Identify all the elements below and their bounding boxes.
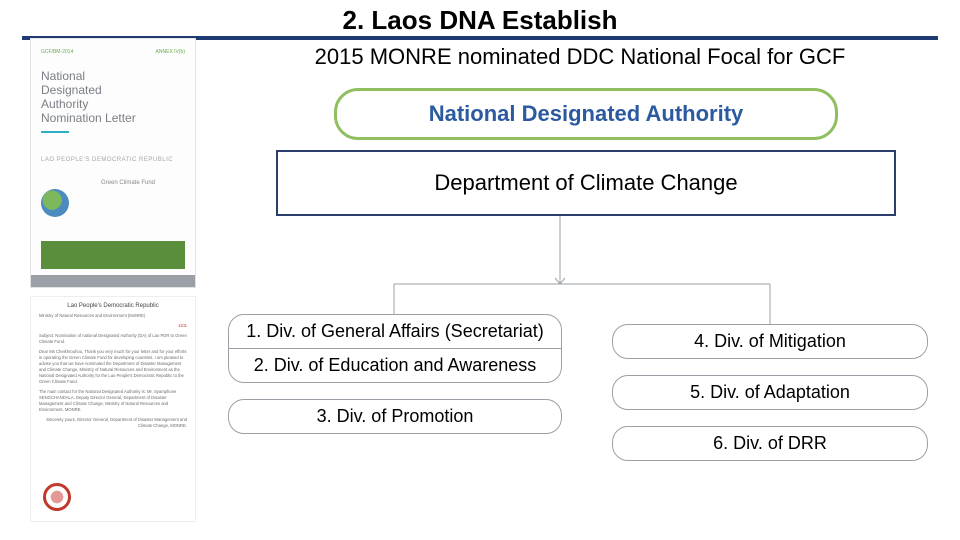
doc-thumb-nomination-letter: GCF/BM-2014 ANNEX IV(b) National Designa… <box>30 38 196 288</box>
doc2-body1: Dear Ms Cheikhrouhou, Thank you very muc… <box>39 349 187 385</box>
doc1-tag-right: ANNEX IV(b) <box>156 49 185 55</box>
doc1-subject-l2: Designated <box>41 83 185 97</box>
doc2-body3: Sincerely yours, Director General, Depar… <box>39 417 187 429</box>
divisions-right-col: 4. Div. of Mitigation 5. Div. of Adaptat… <box>612 324 928 477</box>
doc1-subject: National Designated Authority Nomination… <box>41 69 185 125</box>
nda-box: National Designated Authority <box>334 88 838 140</box>
title-bar: 2. Laos DNA Establish <box>22 4 938 40</box>
doc1-subline: LAO PEOPLE'S DEMOCRATIC REPUBLIC <box>41 157 185 163</box>
doc1-subject-l4: Nomination Letter <box>41 111 185 125</box>
doc2-header: Lao People's Democratic Republic <box>39 303 187 309</box>
doc1-accent-bar <box>41 131 69 133</box>
stamp-icon <box>43 483 71 511</box>
doc2-redmark-num: 1101 <box>178 323 187 328</box>
doc2-p1: Ministry of Natural Resources and Enviro… <box>39 313 187 319</box>
doc1-subject-l1: National <box>41 69 185 83</box>
divisions-left-col: 1. Div. of General Affairs (Secretariat)… <box>228 314 562 450</box>
div-box-1: 1. Div. of General Affairs (Secretariat) <box>228 314 562 349</box>
div-box-group-1-2: 1. Div. of General Affairs (Secretariat)… <box>228 314 562 383</box>
div-box-6: 6. Div. of DRR <box>612 426 928 461</box>
doc1-tag-left: GCF/BM-2014 <box>41 49 73 55</box>
doc1-subject-l3: Authority <box>41 97 185 111</box>
doc-thumb-letter: Lao People's Democratic Republic Ministr… <box>30 296 196 522</box>
div-box-4: 4. Div. of Mitigation <box>612 324 928 359</box>
page-title: 2. Laos DNA Establish <box>22 4 938 36</box>
doc1-green-band <box>41 241 185 269</box>
doc1-gray-band <box>31 275 195 287</box>
div-box-5: 5. Div. of Adaptation <box>612 375 928 410</box>
page-subtitle: 2015 MONRE nominated DDC National Focal … <box>230 44 930 70</box>
div-box-3: 3. Div. of Promotion <box>228 399 562 434</box>
doc2-p2: Subject: Nomination of national Designat… <box>39 333 187 345</box>
div-box-2: 2. Div. of Education and Awareness <box>228 348 562 383</box>
doc1-tags: GCF/BM-2014 ANNEX IV(b) <box>41 49 185 55</box>
doc1-logo-text: Green Climate Fund <box>101 180 155 186</box>
doc2-redmark: 1101 <box>39 323 187 329</box>
department-box: Department of Climate Change <box>276 150 896 216</box>
gcf-logo-icon <box>41 189 69 217</box>
doc2-body2: The main contact for the National Design… <box>39 389 187 413</box>
